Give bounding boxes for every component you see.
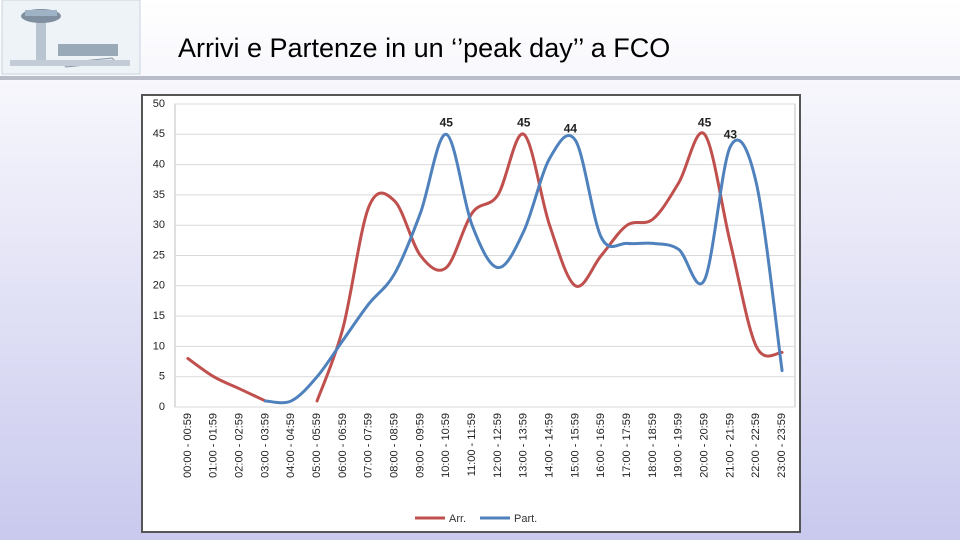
x-tick-label: 19:00 - 19:59 [673,413,685,478]
header-rule [0,76,960,80]
y-tick-label: 50 [153,98,165,110]
y-tick-label: 35 [153,189,165,201]
x-tick-label: 05:00 - 05:59 [311,413,323,478]
x-tick-label: 12:00 - 12:59 [492,413,504,478]
legend-label: Part. [514,513,537,525]
data-label: 45 [517,115,531,129]
x-tick-label: 00:00 - 00:59 [182,413,194,478]
data-label: 44 [564,122,578,136]
y-tick-label: 10 [153,340,165,352]
legend-label: Arr. [449,513,466,525]
x-tick-label: 14:00 - 14:59 [543,413,555,478]
x-tick-label: 20:00 - 20:59 [698,413,710,478]
y-tick-label: 45 [153,128,165,140]
x-tick-label: 21:00 - 21:59 [724,413,736,478]
y-tick-label: 5 [159,371,165,383]
x-tick-label: 10:00 - 10:59 [440,413,452,478]
x-tick-label: 16:00 - 16:59 [595,413,607,478]
y-tick-label: 15 [153,310,165,322]
y-tick-label: 25 [153,249,165,261]
x-tick-label: 17:00 - 17:59 [621,413,633,478]
y-tick-label: 40 [153,159,165,171]
x-tick-label: 13:00 - 13:59 [518,413,530,478]
x-tick-label: 01:00 - 01:59 [208,413,220,478]
x-tick-label: 02:00 - 02:59 [233,413,245,478]
x-tick-label: 18:00 - 18:59 [647,413,659,478]
x-tick-label: 08:00 - 08:59 [388,413,400,478]
x-tick-label: 22:00 - 22:59 [750,413,762,478]
x-tick-label: 07:00 - 07:59 [363,413,375,478]
x-tick-label: 23:00 - 23:59 [776,413,788,478]
y-tick-label: 20 [153,280,165,292]
y-tick-label: 30 [153,219,165,231]
x-tick-label: 03:00 - 03:59 [259,413,271,478]
x-tick-label: 11:00 - 11:59 [466,413,478,476]
slide-title: Arrivi e Partenze in un ‘’peak day’’ a F… [178,33,670,63]
data-label: 45 [440,115,454,129]
y-tick-label: 0 [159,401,165,413]
x-tick-label: 06:00 - 06:59 [337,413,349,478]
logo [1,0,141,75]
x-tick-label: 04:00 - 04:59 [285,413,297,478]
x-tick-label: 09:00 - 09:59 [414,413,426,478]
data-label: 43 [724,128,738,142]
x-tick-label: 15:00 - 15:59 [569,413,581,478]
data-label: 45 [698,115,712,129]
series-line [186,131,784,403]
series-line [263,132,784,405]
chart-frame [141,94,801,533]
